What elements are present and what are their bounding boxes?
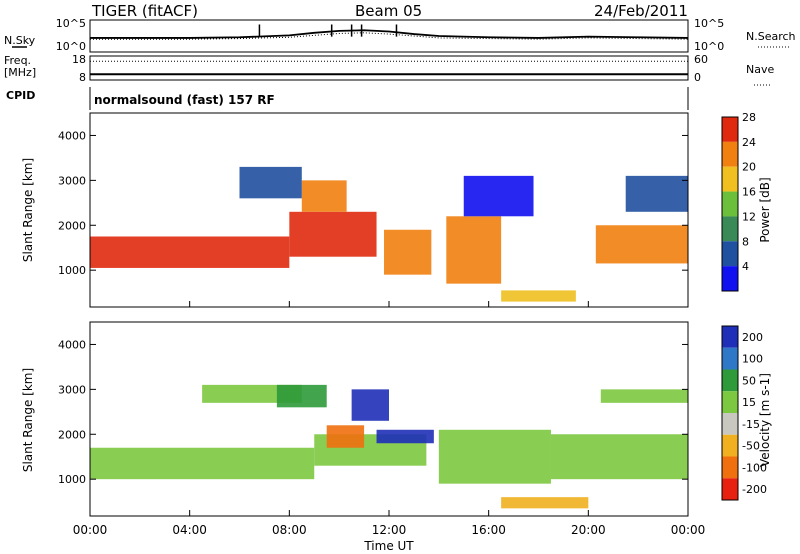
- vel-colorbar-frame: [721, 325, 739, 501]
- freq-right-tick-top: 60: [694, 53, 708, 66]
- power-region: [446, 216, 502, 284]
- power-colorbar-tick: 8: [742, 235, 749, 248]
- nsky-label: N.Sky: [4, 34, 36, 47]
- station-title: TIGER (fitACF): [92, 2, 199, 20]
- power-region: [90, 236, 290, 268]
- vel-xtick-label: 16:00: [471, 523, 506, 537]
- vel-region: [550, 434, 688, 480]
- cpid-value: normalsound (fast) 157 RF: [94, 93, 275, 107]
- power-colorbar-segment: [722, 191, 738, 217]
- vel-colorbar-tick: -15: [742, 418, 760, 431]
- vel-colorbar-segment: [722, 326, 738, 348]
- cpid-row: CPID normalsound (fast) 157 RF: [6, 87, 689, 110]
- vel-colorbar-tick: -200: [742, 483, 767, 496]
- freq-left-tick-bottom: 8: [79, 71, 86, 84]
- noise-frame: [89, 19, 689, 53]
- vel-xtick-label: 12:00: [372, 523, 407, 537]
- vel-region: [501, 497, 589, 509]
- vel-colorbar-segment: [722, 391, 738, 413]
- frequency-frame: [89, 55, 689, 81]
- power-colorbar-tick: 12: [742, 210, 756, 223]
- frequency-panel: Freq. [MHz] Nave 18 8 60 0: [4, 53, 774, 86]
- vel-xtick-label: 00:00: [73, 523, 108, 537]
- vel-xtick-label: 04:00: [172, 523, 207, 537]
- vel-colorbar-segment: [722, 434, 738, 457]
- vel-region: [376, 429, 434, 444]
- velocity-panel: 1000 2000 3000 4000 00:00 04:00 08:00 12:00 16:…: [21, 301, 772, 553]
- noise-right-tick-top: 10^5: [694, 17, 724, 30]
- vel-colorbar-segment: [722, 413, 738, 435]
- velocity-colorbar-label: Velocity [m s-1]: [758, 373, 772, 467]
- freq-right-tick-bottom: 0: [694, 71, 701, 84]
- vel-ytick-label: 3000: [58, 383, 86, 396]
- velocity-xlabel: Time UT: [363, 539, 414, 553]
- vel-region: [276, 384, 327, 408]
- nsearch-label: N.Search: [746, 30, 796, 43]
- power-frame: [89, 112, 689, 308]
- power-region: [463, 175, 534, 217]
- vel-xtick-label: 20:00: [571, 523, 606, 537]
- vel-colorbar-tick: -100: [742, 461, 767, 474]
- power-colorbar-frame: [721, 116, 739, 292]
- vel-region: [600, 389, 688, 403]
- power-colorbar-tick: 28: [742, 111, 756, 124]
- power-region: [501, 290, 576, 302]
- power-colorbar-tick: 24: [742, 136, 756, 149]
- vel-colorbar-tick: -50: [742, 440, 760, 453]
- vel-ytick-label: 4000: [58, 338, 86, 351]
- power-colorbar-segment: [722, 141, 738, 167]
- vel-region: [351, 389, 389, 421]
- power-colorbar-segment: [722, 117, 738, 142]
- vel-colorbar-tick: 50: [742, 374, 756, 387]
- vel-colorbar-tick: 100: [742, 353, 763, 366]
- vel-xtick-label: 00:00: [671, 523, 706, 537]
- power-colorbar-segment: [722, 241, 738, 267]
- power-colorbar-segment: [722, 216, 738, 242]
- vel-ytick-label: 1000: [58, 473, 86, 486]
- power-colorbar-tick: 16: [742, 186, 756, 199]
- vel-ytick-label: 2000: [58, 428, 86, 441]
- power-region: [289, 211, 377, 257]
- power-colorbar-tick: 20: [742, 161, 756, 174]
- vel-region: [326, 425, 365, 448]
- freq-unit-label: [MHz]: [4, 66, 36, 79]
- noise-right-tick-bottom: 10^0: [694, 40, 724, 53]
- power-region: [239, 166, 302, 199]
- power-ytick-label: 3000: [58, 174, 86, 187]
- freq-label: Freq.: [4, 54, 31, 67]
- noise-series-line: [90, 29, 689, 39]
- freq-left-tick-top: 18: [72, 53, 86, 66]
- power-ytick-label: 2000: [58, 219, 86, 232]
- vel-colorbar-tick: 15: [742, 396, 756, 409]
- vel-xtick-label: 08:00: [272, 523, 307, 537]
- power-region: [595, 225, 688, 264]
- noise-left-tick-top: 10^5: [56, 17, 86, 30]
- cpid-label: CPID: [6, 89, 35, 102]
- noise-left-tick-bottom: 10^0: [56, 40, 86, 53]
- power-colorbar-segment: [722, 266, 738, 291]
- power-region: [384, 229, 432, 275]
- power-colorbar-segment: [722, 166, 738, 192]
- power-panel: 1000 2000 3000 4000 Slant Range [km] 4 8 12 16…: [21, 111, 772, 308]
- vel-colorbar-segment: [722, 369, 738, 392]
- power-ylabel: Slant Range [km]: [21, 158, 35, 262]
- power-ytick-label: 4000: [58, 129, 86, 142]
- vel-colorbar-segment: [722, 347, 738, 370]
- power-colorbar-label: Power [dB]: [758, 177, 772, 242]
- vel-region: [90, 447, 315, 480]
- vel-colorbar-segment: [722, 456, 738, 479]
- power-region: [625, 175, 688, 212]
- power-region: [301, 180, 347, 212]
- date-title: 24/Feb/2011: [594, 2, 688, 20]
- vel-region: [438, 429, 551, 484]
- noise-panel: N.Sky N.Search 10^5 10^0 10^5 10^0: [4, 17, 796, 53]
- velocity-ylabel: Slant Range [km]: [21, 368, 35, 472]
- power-ytick-label: 1000: [58, 264, 86, 277]
- nave-label: Nave: [746, 63, 774, 76]
- power-colorbar-tick: 4: [742, 260, 749, 273]
- beam-title: Beam 05: [355, 2, 423, 20]
- vel-colorbar-tick: 200: [742, 331, 763, 344]
- vel-colorbar-segment: [722, 478, 738, 500]
